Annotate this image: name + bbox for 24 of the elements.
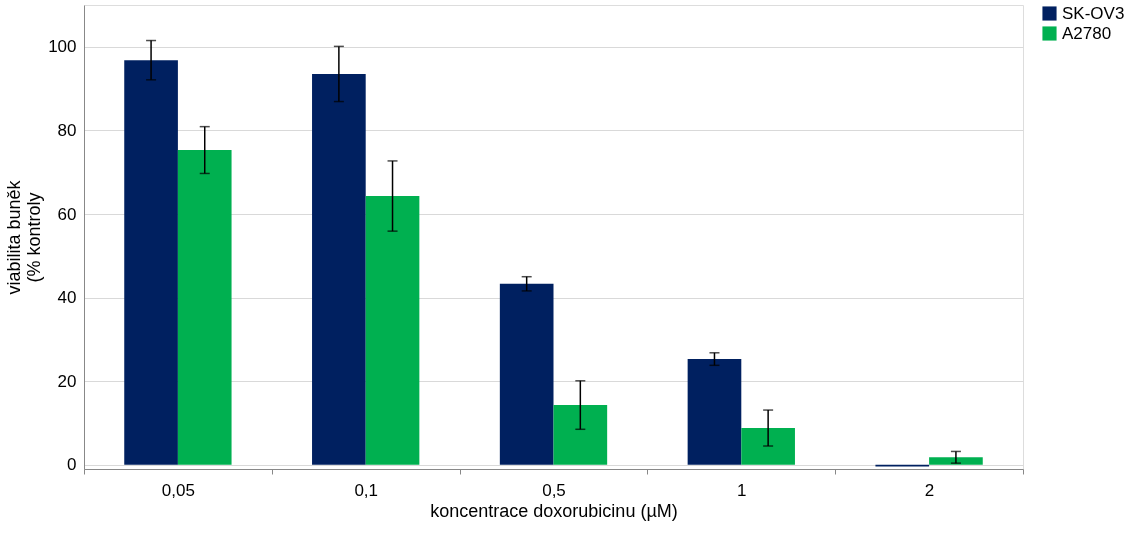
bar [124, 60, 178, 465]
y-tick-label: 80 [57, 120, 77, 140]
x-tick-label: 0,1 [354, 480, 379, 500]
y-axis-title: viabilita buněk (% kontroly [4, 179, 45, 295]
x-tick-label: 0,05 [161, 480, 195, 500]
y-tick-label: 40 [57, 288, 77, 308]
bar [312, 73, 366, 465]
legend-label: A2780 [1062, 23, 1112, 43]
bar [365, 196, 420, 465]
x-tick-label: 0,5 [542, 480, 566, 500]
x-axis-title: koncentrace doxorubicinu (µM) [430, 500, 678, 521]
bar [553, 405, 608, 465]
y-tick-label: 0 [67, 455, 77, 475]
bar [741, 428, 795, 465]
bar [499, 283, 554, 465]
bar [687, 359, 742, 465]
x-tick-label: 2 [924, 480, 935, 500]
y-tick-label: 20 [57, 371, 77, 391]
y-tick-label: 60 [57, 204, 77, 224]
y-tick-label: 100 [48, 37, 77, 57]
x-tick-label: 1 [737, 480, 747, 500]
bar [177, 150, 232, 465]
bar [929, 457, 983, 465]
legend-label: SK-OV3 [1062, 3, 1125, 23]
